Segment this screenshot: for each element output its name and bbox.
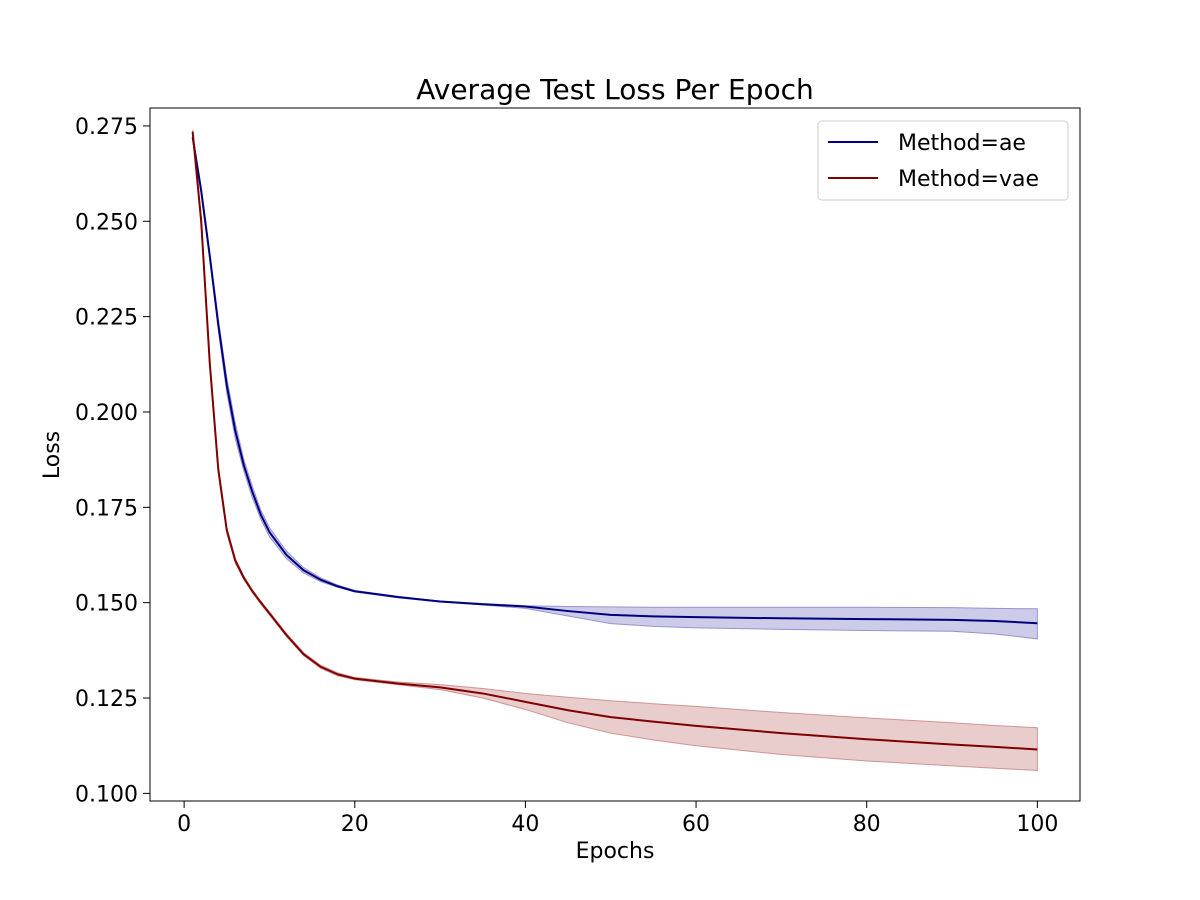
x-tick-label: 100: [1016, 812, 1058, 837]
x-tick-label: 80: [853, 812, 881, 837]
y-tick-label: 0.175: [75, 496, 138, 521]
y-tick-label: 0.250: [75, 210, 138, 235]
y-tick-label: 0.125: [75, 687, 138, 712]
x-axis-label: Epochs: [576, 839, 655, 864]
y-axis-label: Loss: [40, 431, 65, 479]
y-axis-ticks: 0.100 0.125 0.150 0.175 0.200 0.225 0.250 0.275: [75, 115, 150, 807]
legend: Method=ae Method=vae: [817, 120, 1069, 201]
legend-box: [817, 120, 1069, 201]
x-axis-ticks: 0 20 40 60 80 100: [177, 801, 1058, 837]
series-line-method-ae: [191, 137, 1038, 625]
y-tick-label: 0.225: [75, 306, 138, 331]
chart-title: Average Test Loss Per Epoch: [416, 73, 814, 106]
x-tick-label: 60: [682, 812, 710, 837]
y-tick-label: 0.150: [75, 592, 138, 617]
x-tick-label: 0: [177, 812, 191, 837]
series-line-method-vae: [191, 131, 1038, 751]
plot-area-frame: [149, 107, 1081, 802]
y-tick-label: 0.100: [75, 782, 138, 807]
y-tick-label: 0.200: [75, 401, 138, 426]
legend-label-method-ae: Method=ae: [898, 131, 1026, 156]
y-tick-label: 0.275: [75, 115, 138, 140]
series-lines: [191, 131, 1038, 751]
x-tick-label: 20: [341, 812, 369, 837]
legend-label-method-vae: Method=vae: [898, 167, 1039, 192]
band-method-ae: [192, 135, 1038, 640]
x-tick-label: 40: [511, 812, 539, 837]
